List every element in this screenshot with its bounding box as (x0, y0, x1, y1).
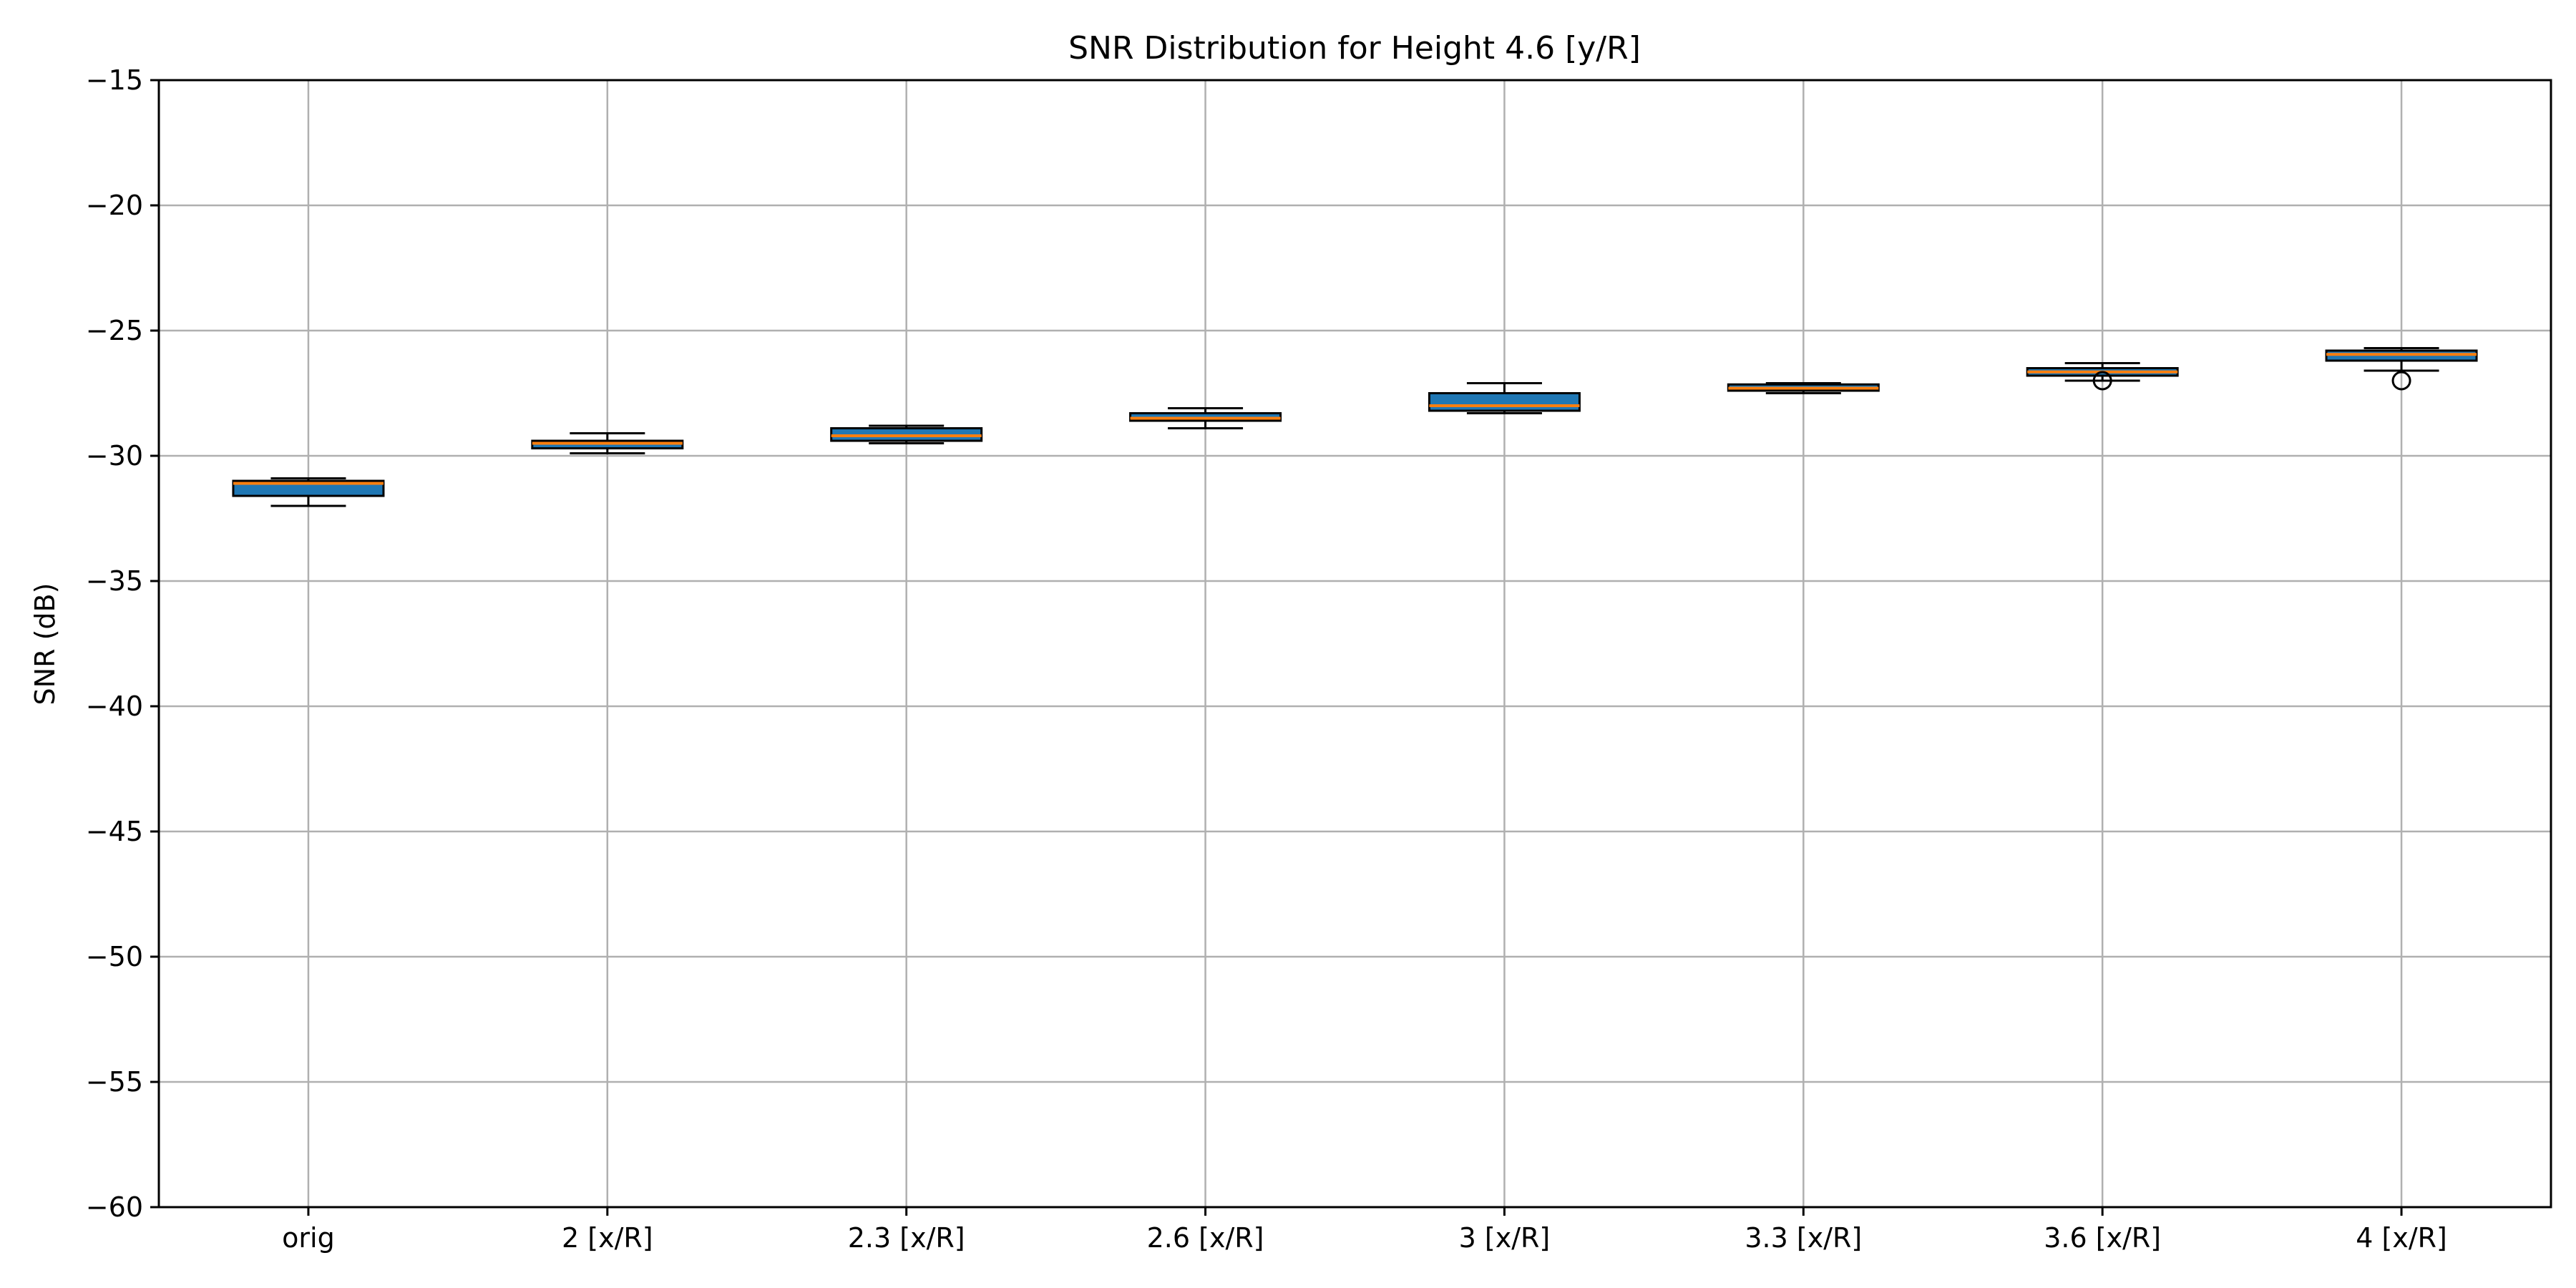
y-tick-label: −55 (86, 1066, 143, 1098)
box-3 (1129, 407, 1282, 429)
y-tick-label: −35 (86, 565, 143, 597)
box-2 (830, 424, 983, 444)
y-tick-label: −25 (86, 315, 143, 346)
grid-lines (159, 79, 2551, 1209)
y-axis-label: SNR (dB) (29, 583, 61, 706)
box-1 (531, 432, 684, 454)
box-6 (2026, 362, 2179, 391)
x-tick-label: 3.6 [x/R] (2044, 1222, 2161, 1254)
x-tick-label: 2.3 [x/R] (848, 1222, 965, 1254)
y-tick-label: −45 (86, 816, 143, 847)
plot-frame (157, 79, 2552, 1209)
y-tick-label: −15 (86, 64, 143, 96)
chart-title: SNR Distribution for Height 4.6 [y/R] (1068, 30, 1641, 67)
box-0 (232, 477, 385, 507)
x-tick-label: 3.3 [x/R] (1745, 1222, 1862, 1254)
outlier-point (2391, 371, 2411, 391)
y-tick-label: −60 (86, 1191, 143, 1223)
x-tick-label: 4 [x/R] (2356, 1222, 2447, 1254)
x-tick-label: 3 [x/R] (1459, 1222, 1551, 1254)
y-tick-label: −40 (86, 691, 143, 722)
x-tick-label: 2 [x/R] (562, 1222, 653, 1254)
x-tick-label: 2.6 [x/R] (1147, 1222, 1264, 1254)
box-series (232, 347, 2478, 507)
y-tick-label: −30 (86, 440, 143, 472)
y-tick-label: −50 (86, 941, 143, 972)
box-4 (1428, 382, 1581, 414)
y-axis-ticks: −15 −20 −25 −30 −35 −40 −45 −50 −55 −60 (86, 64, 159, 1223)
x-tick-label: orig (282, 1222, 335, 1254)
box-7 (2325, 347, 2478, 391)
y-tick-label: −20 (86, 190, 143, 221)
iqr-box (1428, 392, 1581, 412)
box-5 (1727, 382, 1880, 394)
x-axis-ticks: orig 2 [x/R] 2.3 [x/R] 2.6 [x/R] 3 [x/R] 3.3 … (282, 1207, 2447, 1254)
outlier-point (2092, 371, 2112, 391)
